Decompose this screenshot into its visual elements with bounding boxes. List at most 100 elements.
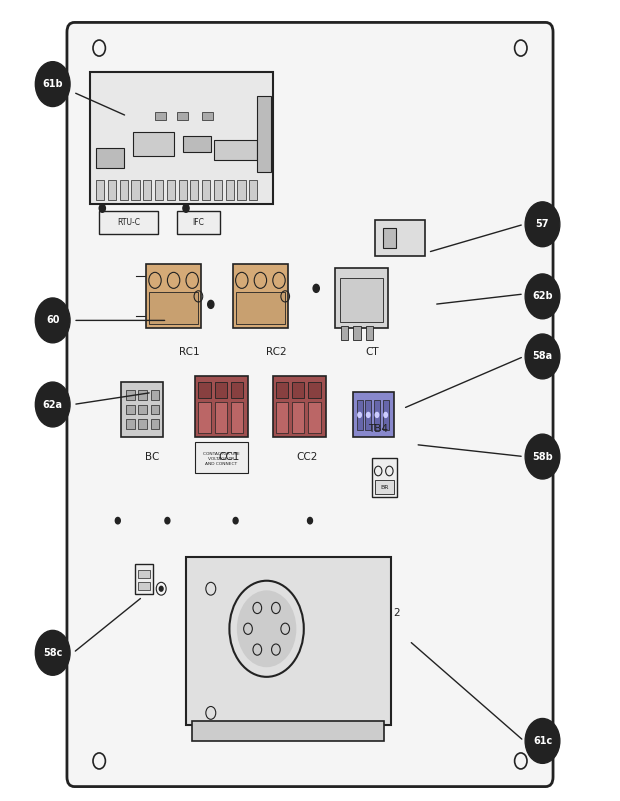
Bar	[202, 180, 210, 200]
Bar	[195, 442, 248, 473]
Bar	[292, 402, 304, 433]
Bar	[257, 96, 271, 172]
Bar	[121, 382, 163, 437]
Bar	[126, 390, 135, 400]
Circle shape	[208, 300, 214, 308]
Bar	[138, 419, 147, 429]
Bar	[276, 382, 288, 398]
Bar	[341, 326, 348, 340]
Bar	[186, 557, 391, 725]
Text: 58b: 58b	[532, 452, 553, 461]
Circle shape	[525, 434, 560, 479]
Bar	[308, 382, 321, 398]
Text: 2: 2	[394, 608, 400, 618]
Bar	[236, 292, 285, 324]
Bar	[214, 140, 257, 160]
Bar	[126, 419, 135, 429]
Bar	[215, 382, 227, 398]
Circle shape	[35, 630, 70, 675]
Bar	[383, 400, 389, 430]
Bar	[276, 402, 288, 433]
Bar	[155, 180, 163, 200]
Bar	[353, 392, 394, 437]
Bar	[215, 402, 227, 433]
Bar	[237, 180, 246, 200]
Bar	[202, 112, 213, 120]
Bar	[126, 405, 135, 414]
Text: 58a: 58a	[533, 352, 552, 361]
Circle shape	[525, 202, 560, 247]
Bar	[151, 390, 159, 400]
Bar	[133, 132, 174, 156]
Bar	[353, 326, 361, 340]
Circle shape	[525, 334, 560, 379]
Bar	[96, 180, 104, 200]
Bar	[138, 390, 147, 400]
Bar	[195, 376, 248, 437]
Circle shape	[35, 298, 70, 343]
Text: TB4: TB4	[368, 424, 388, 433]
Text: RC1: RC1	[179, 348, 200, 357]
Bar	[190, 180, 198, 200]
Bar	[375, 480, 394, 494]
Bar	[151, 405, 159, 414]
Bar	[96, 148, 124, 168]
Bar	[177, 112, 188, 120]
FancyBboxPatch shape	[67, 22, 553, 787]
Circle shape	[183, 204, 189, 212]
Bar	[365, 400, 371, 430]
Bar	[138, 582, 150, 590]
Bar	[366, 326, 373, 340]
Bar	[374, 400, 380, 430]
Text: 61b: 61b	[42, 79, 63, 89]
Bar	[135, 564, 153, 594]
Circle shape	[366, 412, 371, 418]
Text: CONTACTOR USE
VOLTAGE TR
AND CONNECT: CONTACTOR USE VOLTAGE TR AND CONNECT	[203, 453, 240, 465]
Bar	[231, 402, 243, 433]
Bar	[335, 268, 388, 328]
Text: RC2: RC2	[265, 348, 286, 357]
Circle shape	[35, 382, 70, 427]
Bar	[214, 180, 222, 200]
Bar	[375, 220, 425, 256]
Text: BC: BC	[144, 452, 159, 461]
Circle shape	[99, 204, 105, 212]
Circle shape	[525, 274, 560, 319]
Bar	[151, 419, 159, 429]
Circle shape	[35, 62, 70, 107]
Circle shape	[525, 718, 560, 763]
Text: CC2: CC2	[296, 452, 317, 461]
Bar	[138, 405, 147, 414]
Bar	[120, 180, 128, 200]
Bar	[372, 458, 397, 497]
Bar	[179, 180, 187, 200]
Text: BR: BR	[380, 485, 389, 489]
Bar	[198, 382, 211, 398]
Circle shape	[374, 412, 379, 418]
Bar	[356, 400, 363, 430]
Bar	[155, 112, 166, 120]
Bar	[138, 570, 150, 578]
Circle shape	[308, 517, 312, 524]
Bar	[292, 382, 304, 398]
Bar	[90, 72, 273, 204]
Bar	[249, 180, 257, 200]
Bar	[149, 292, 198, 324]
Text: 57: 57	[536, 219, 549, 229]
Bar	[192, 721, 384, 741]
FancyBboxPatch shape	[177, 211, 220, 234]
Bar	[108, 180, 116, 200]
Circle shape	[237, 590, 296, 667]
Bar	[231, 382, 243, 398]
Bar	[308, 402, 321, 433]
Bar	[143, 180, 151, 200]
Circle shape	[115, 517, 120, 524]
Text: 58c: 58c	[43, 648, 63, 658]
Bar	[183, 136, 211, 152]
Bar	[146, 264, 202, 328]
Circle shape	[233, 517, 238, 524]
Text: CT: CT	[365, 348, 379, 357]
Bar	[340, 278, 383, 322]
Bar	[131, 180, 140, 200]
Text: 62b: 62b	[532, 292, 553, 301]
